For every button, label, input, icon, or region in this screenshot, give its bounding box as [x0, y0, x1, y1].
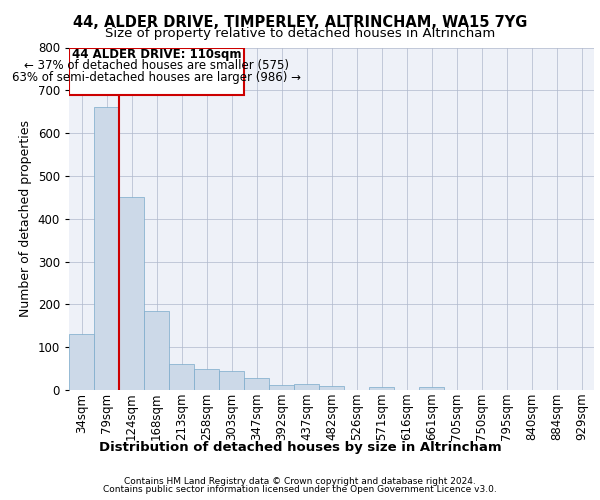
Text: Size of property relative to detached houses in Altrincham: Size of property relative to detached ho… — [105, 28, 495, 40]
Text: 63% of semi-detached houses are larger (986) →: 63% of semi-detached houses are larger (… — [12, 71, 301, 84]
Text: Contains HM Land Registry data © Crown copyright and database right 2024.: Contains HM Land Registry data © Crown c… — [124, 477, 476, 486]
Bar — [144, 311, 169, 390]
Bar — [69, 334, 94, 390]
Bar — [169, 364, 194, 390]
Bar — [319, 386, 344, 390]
Bar — [419, 386, 444, 390]
Text: 44 ALDER DRIVE: 110sqm: 44 ALDER DRIVE: 110sqm — [72, 48, 241, 62]
Bar — [369, 386, 394, 390]
FancyBboxPatch shape — [69, 48, 244, 94]
Text: ← 37% of detached houses are smaller (575): ← 37% of detached houses are smaller (57… — [24, 60, 289, 72]
Text: Contains public sector information licensed under the Open Government Licence v3: Contains public sector information licen… — [103, 485, 497, 494]
Bar — [244, 378, 269, 390]
Bar — [119, 198, 144, 390]
Bar — [219, 370, 244, 390]
Y-axis label: Number of detached properties: Number of detached properties — [19, 120, 32, 318]
Bar — [94, 108, 119, 390]
Bar — [194, 368, 219, 390]
Bar — [294, 384, 319, 390]
Text: 44, ALDER DRIVE, TIMPERLEY, ALTRINCHAM, WA15 7YG: 44, ALDER DRIVE, TIMPERLEY, ALTRINCHAM, … — [73, 15, 527, 30]
Text: Distribution of detached houses by size in Altrincham: Distribution of detached houses by size … — [98, 441, 502, 454]
Bar — [269, 385, 294, 390]
